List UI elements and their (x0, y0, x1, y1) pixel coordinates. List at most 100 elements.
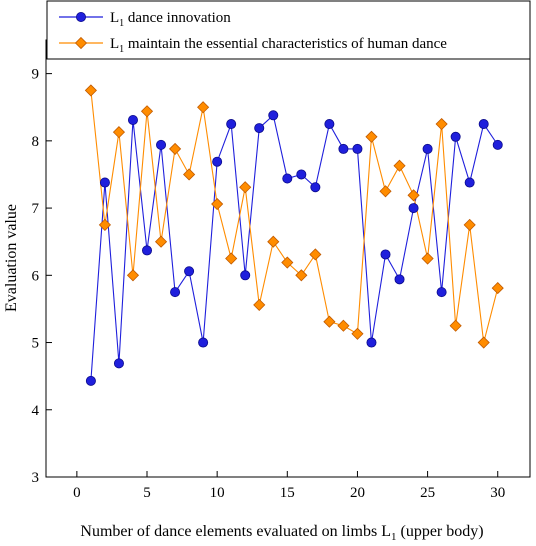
series-line (90, 114, 499, 381)
data-point (127, 115, 138, 126)
data-point (169, 142, 182, 155)
data-point (323, 315, 336, 328)
data-point (408, 203, 419, 214)
legend-marker-innovation (76, 11, 87, 22)
data-point (296, 169, 307, 180)
legend-label-maintain-rest: maintain the essential characteristics o… (124, 36, 447, 52)
y-tick-label: 9 (32, 67, 40, 83)
data-point (365, 130, 378, 143)
data-point (113, 358, 124, 369)
y-tick-label: 8 (32, 134, 40, 150)
legend-label-innovation-main: L (110, 10, 119, 26)
data-point (184, 266, 195, 277)
x-axis-title-main: Number of dance elements evaluated on li… (80, 523, 391, 540)
data-point (282, 173, 293, 184)
y-axis: 3 4 5 6 7 8 9 (32, 67, 52, 486)
data-point (198, 337, 209, 348)
x-tick-label: 15 (280, 485, 295, 501)
data-point (154, 235, 168, 248)
legend-label-maintain-main: L (110, 36, 119, 52)
series-1 (90, 114, 499, 381)
data-point (295, 269, 308, 282)
data-point (422, 143, 433, 154)
data-point (477, 336, 490, 349)
data-point (379, 185, 392, 198)
legend: L1 dance innovation L1 maintain the esse… (46, 0, 531, 60)
data-point (268, 110, 279, 121)
data-point (142, 245, 153, 256)
x-tick-label: 5 (143, 485, 151, 501)
data-point (84, 84, 97, 97)
data-point (140, 105, 154, 118)
legend-label-maintain-sub: 1 (119, 44, 124, 55)
legend-marker-maintain (74, 36, 88, 50)
data-point (407, 189, 420, 202)
y-tick-label: 7 (32, 201, 40, 217)
x-axis-title: Number of dance elements evaluated on li… (80, 523, 483, 543)
data-point (449, 319, 462, 332)
x-tick-label: 25 (420, 485, 435, 501)
data-point (338, 143, 349, 154)
data-point (254, 123, 265, 134)
data-point (366, 337, 377, 348)
data-point (492, 139, 503, 150)
y-tick-label: 5 (32, 336, 40, 352)
x-tick-label: 0 (73, 485, 81, 501)
data-point (380, 249, 391, 260)
data-point (226, 119, 237, 130)
data-point (309, 248, 322, 261)
legend-label-innovation-rest: dance innovation (124, 10, 231, 26)
y-tick-label: 3 (32, 470, 40, 486)
legend-label-maintain: L1 maintain the essential characteristic… (110, 36, 447, 55)
data-point (421, 252, 434, 265)
data-point (112, 126, 126, 139)
data-point (156, 139, 167, 150)
data-point (225, 252, 238, 265)
data-point (281, 256, 294, 269)
data-point (310, 182, 321, 193)
data-point (98, 218, 111, 231)
y-tick-label: 6 (32, 268, 40, 284)
data-point (211, 197, 224, 211)
data-point (436, 287, 447, 298)
data-point (170, 287, 181, 298)
series-2-markers (84, 84, 504, 349)
data-point (253, 298, 266, 311)
data-point (450, 131, 461, 142)
x-axis-title-sub: 1 (391, 531, 397, 543)
data-point (435, 117, 448, 131)
x-tick-label: 10 (210, 485, 225, 501)
data-point (463, 218, 476, 231)
data-point (240, 270, 251, 281)
x-tick-label: 30 (490, 485, 505, 501)
x-axis-title-suffix: (upper body) (396, 523, 483, 540)
y-tick-label: 4 (32, 403, 40, 419)
data-point (352, 143, 363, 154)
data-point (183, 168, 196, 181)
x-tick-label: 20 (350, 485, 365, 501)
data-point (394, 274, 405, 285)
legend-label-innovation: L1 dance innovation (110, 10, 231, 29)
data-point (197, 101, 210, 114)
data-point (464, 177, 475, 188)
data-point (85, 375, 96, 386)
series-2 (90, 90, 499, 343)
data-point (351, 327, 364, 340)
y-axis-title: Evaluation value (3, 204, 20, 312)
data-point (491, 282, 504, 295)
data-point (99, 177, 110, 188)
series-1-markers (85, 110, 503, 386)
data-point (126, 269, 140, 282)
data-point (239, 181, 252, 194)
series-line (90, 90, 499, 343)
data-point (324, 119, 335, 130)
legend-box (46, 0, 531, 60)
data-point (267, 235, 280, 248)
data-point (478, 119, 489, 130)
data-point (393, 159, 406, 172)
data-point (212, 156, 223, 167)
x-axis: 0 5 10 15 20 25 30 (73, 471, 505, 501)
legend-label-innovation-sub: 1 (119, 18, 124, 29)
data-point (337, 319, 350, 332)
